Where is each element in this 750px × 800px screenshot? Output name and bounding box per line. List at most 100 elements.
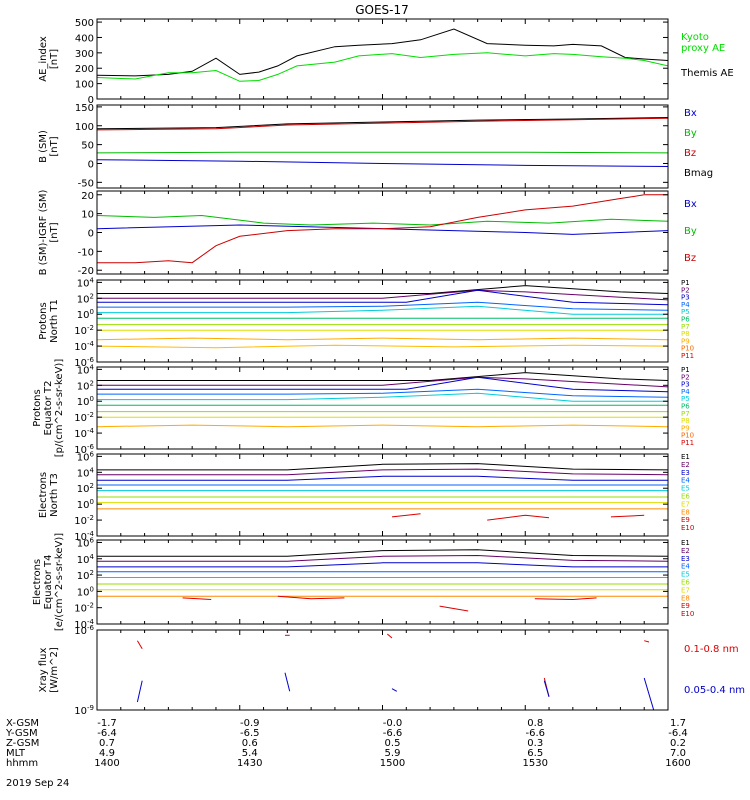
orbit-cell: 0.5 — [385, 738, 401, 749]
y-tick-label-en: 104 — [77, 466, 95, 479]
orbit-row-label: Y-GSM — [5, 728, 38, 739]
legend-label: P10 — [681, 432, 694, 440]
legend-label: E3 — [681, 555, 690, 563]
y-tick-label-ee: 102 — [77, 569, 94, 582]
legend-label: P2 — [681, 373, 690, 381]
legend-label: P5 — [681, 395, 690, 403]
y-tick-label-pn: 102 — [77, 292, 94, 305]
orbit-cell: 0.6 — [242, 738, 258, 749]
series-line-ee-10 — [439, 605, 469, 612]
y-tick-label-pn: 104 — [77, 276, 95, 289]
y-tick-label-en: 100 — [77, 498, 94, 511]
series-line-xray-8 — [543, 680, 550, 697]
legend-label: E5 — [681, 485, 690, 493]
legend-label: E6 — [681, 493, 690, 501]
y-tick-label-b: 50 — [81, 141, 94, 152]
y-tick-label-ee: 106 — [77, 536, 95, 549]
y-tick-label-b: -50 — [78, 178, 94, 189]
y-tick-label-b: 0 — [88, 159, 94, 170]
orbit-row-label: MLT — [6, 748, 26, 759]
series-line-pn-8 — [97, 337, 668, 341]
legend-label: P3 — [681, 381, 690, 389]
orbit-cell: -6.4 — [668, 728, 688, 739]
legend-label: E7 — [681, 586, 690, 594]
y-tick-label-pe: 100 — [77, 395, 94, 408]
legend-label: E1 — [681, 453, 690, 461]
orbit-cell: -6.6 — [525, 728, 545, 739]
orbit-cell: 5.4 — [242, 748, 258, 759]
series-line-b-1 — [97, 151, 668, 154]
legend-label: P8 — [681, 417, 690, 425]
y-tick-label-bdiff: -10 — [78, 247, 94, 258]
y-tick-label-ae: 500 — [75, 18, 94, 29]
legend-label: P10 — [681, 345, 694, 353]
series-line-b-3 — [97, 117, 668, 131]
series-line-bdiff-2 — [97, 194, 668, 264]
plot-frame-ee — [96, 539, 669, 625]
orbit-cell: 7.0 — [670, 748, 686, 759]
series-line-en-8 — [391, 513, 421, 518]
legend-label: P6 — [681, 316, 690, 324]
figure-title: GOES-17 — [355, 3, 409, 17]
legend-label: E8 — [681, 594, 690, 602]
y-axis-label-xray: Xray flux[W/m^2] — [38, 647, 60, 693]
orbit-table: X-GSMY-GSMZ-GSMMLThhmm-1.7-6.40.74.91400… — [5, 718, 691, 769]
y-tick-label-ee: 104 — [77, 553, 95, 566]
legend-label: P9 — [681, 337, 690, 345]
plot-frame-pn — [96, 279, 669, 363]
y-tick-label-pn: 10-2 — [74, 324, 94, 337]
legend-label: E9 — [681, 516, 690, 524]
y-tick-label-en: 106 — [77, 450, 95, 463]
orbit-cell: 4.9 — [99, 748, 115, 759]
y-tick-label-en: 102 — [77, 482, 94, 495]
orbit-cell: 5.9 — [385, 748, 401, 759]
y-tick-label-bdiff: 20 — [81, 191, 94, 202]
y-tick-label-pe: 10-4 — [74, 427, 94, 440]
y-axis-label-ee: ElectronsEquator T4[e/(cm^2-s-sr-keV)] — [32, 533, 65, 631]
series-line-pe-2 — [97, 376, 668, 393]
series-line-bdiff-0 — [97, 224, 668, 235]
y-tick-label-ae: 200 — [75, 64, 94, 75]
y-axis-label-en: ElectronsNorth T3 — [38, 472, 60, 518]
y-axis-label-pe: ProtonsEquator T2[p/(cm^2-s-sr-keV)] — [32, 359, 65, 458]
legend-label: P11 — [681, 439, 694, 447]
legend-label: P4 — [681, 388, 690, 396]
y-axis-label-ae: AE_index[nT] — [38, 36, 60, 82]
legend-label: P9 — [681, 424, 690, 432]
orbit-cell: 0.8 — [527, 718, 543, 729]
y-tick-label-bdiff: 10 — [81, 210, 94, 221]
legend-label: Themis AE — [680, 68, 734, 79]
y-tick-label-ee: 100 — [77, 585, 94, 598]
legend-label: 0.1-0.8 nm — [684, 644, 739, 655]
legend-label: P5 — [681, 308, 690, 316]
series-line-ee-8 — [182, 597, 212, 600]
orbit-cell: -6.4 — [97, 728, 117, 739]
y-tick-label-ae: 400 — [75, 33, 94, 44]
orbit-cell: 0.2 — [670, 738, 686, 749]
legend-label: P11 — [681, 352, 694, 360]
legend-label: E4 — [681, 477, 690, 485]
legend-label: E10 — [681, 524, 694, 532]
y-tick-label-pe: 104 — [77, 363, 95, 376]
y-axis-label-bdiff: B (SM)-IGRF (SM)[nT] — [38, 190, 60, 276]
series-line-ae-1 — [97, 52, 668, 82]
orbit-cell: 1400 — [94, 758, 119, 769]
y-tick-label-ee: 10-4 — [74, 618, 94, 631]
legend-label: P4 — [681, 301, 690, 309]
series-line-ee-2 — [97, 562, 668, 568]
legend-label: E2 — [681, 547, 690, 555]
legend-label: Bmag — [684, 168, 713, 179]
plot-frame-b — [96, 104, 669, 189]
orbit-cell: -1.7 — [97, 718, 117, 729]
y-tick-label-b: 100 — [75, 122, 94, 133]
panel-pe: 10-6 10-4 10-2 100 102 104 ProtonsEquator T2[p… — [32, 359, 694, 458]
series-line-pn-9 — [97, 344, 668, 349]
orbit-cell: -6.5 — [240, 728, 260, 739]
y-tick-label-pe: 10-2 — [74, 411, 94, 424]
orbit-cell: 0.3 — [527, 738, 543, 749]
legend-label: Bz — [684, 148, 696, 159]
orbit-cell: 1.7 — [670, 718, 686, 729]
